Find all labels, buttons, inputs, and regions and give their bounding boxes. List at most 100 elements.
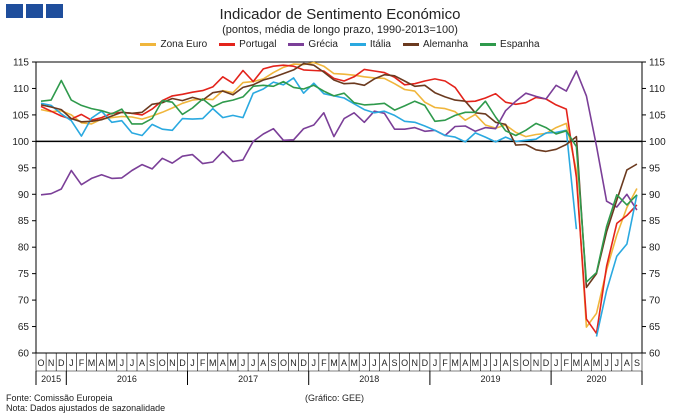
legend-swatch [140, 43, 157, 46]
series-line-espanha [40, 79, 638, 283]
gee-logo [6, 4, 63, 18]
x-month-label: S [149, 358, 155, 368]
source-note: Fonte: Comissão Europeia [6, 393, 113, 403]
x-month-label: A [139, 358, 145, 368]
legend-item: Portugal [219, 39, 276, 50]
y-tick-label-right: 95 [649, 163, 661, 174]
y-tick-label-left: 100 [12, 137, 29, 148]
x-month-label: A [462, 358, 468, 368]
x-month-label: J [615, 358, 620, 368]
y-tick-label-left: 75 [18, 269, 30, 280]
x-month-label: A [503, 358, 509, 368]
x-month-label: M [209, 358, 217, 368]
x-month-label: D [58, 358, 65, 368]
x-month-label: S [634, 358, 640, 368]
y-tick-label-left: 60 [18, 349, 30, 360]
x-year-label: 2015 [41, 374, 61, 384]
legend-label: Espanha [500, 39, 540, 50]
legend-swatch [403, 43, 419, 46]
series-line-alemanha [40, 62, 638, 289]
x-month-label: S [270, 358, 276, 368]
x-month-label: J [130, 358, 135, 368]
x-month-label: A [341, 358, 347, 368]
x-month-label: J [120, 358, 125, 368]
x-month-label: F [321, 358, 327, 368]
y-tick-label-left: 80 [18, 243, 30, 254]
legend-label: Alemanha [423, 39, 469, 50]
x-month-label: D [179, 358, 186, 368]
y-tick-label-right: 115 [649, 58, 665, 69]
x-month-label: N [290, 358, 297, 368]
x-month-label: A [99, 358, 105, 368]
x-month-label: M [108, 358, 116, 368]
y-tick-label-left: 90 [18, 190, 30, 201]
x-month-label: J [362, 358, 367, 368]
legend-swatch [349, 43, 366, 46]
x-month-label: O [280, 358, 287, 368]
legend-label: Grécia [308, 39, 338, 50]
x-month-label: D [543, 358, 550, 368]
legend-label: Portugal [239, 39, 277, 50]
x-month-label: J [312, 358, 317, 368]
x-month-label: J [241, 358, 246, 368]
x-month-label: A [624, 358, 630, 368]
x-year-label: 2016 [117, 374, 137, 384]
x-month-label: J [493, 358, 498, 368]
legend-label: Zona Euro [160, 39, 208, 50]
x-month-label: O [159, 358, 166, 368]
x-month-label: F [564, 358, 570, 368]
x-month-label: F [442, 358, 448, 368]
x-month-label: D [300, 358, 307, 368]
legend-item: Zona Euro [140, 39, 207, 50]
y-tick-label-right: 65 [649, 322, 661, 333]
x-month-label: S [513, 358, 519, 368]
series-line-gr-cia [40, 70, 638, 211]
y-tick-label-left: 95 [18, 163, 30, 174]
y-tick-label-right: 90 [649, 190, 661, 201]
x-month-label: J [372, 358, 377, 368]
x-month-label: A [260, 358, 266, 368]
x-month-label: J [190, 358, 195, 368]
y-tick-label-left: 85 [18, 216, 30, 227]
x-month-label: M [229, 358, 237, 368]
x-month-label: M [593, 358, 601, 368]
x-year-label: 2019 [480, 374, 500, 384]
x-month-label: J [604, 358, 609, 368]
x-month-label: A [220, 358, 226, 368]
series-line-portugal [40, 64, 638, 335]
x-month-label: J [251, 358, 256, 368]
y-tick-label-right: 105 [649, 110, 666, 121]
y-tick-label-right: 80 [649, 243, 661, 254]
y-tick-label-right: 70 [649, 296, 661, 307]
chart-credit: (Gráfico: GEE) [305, 393, 365, 403]
plot-frame [35, 61, 643, 354]
x-month-label: M [330, 358, 338, 368]
logo-block [6, 4, 23, 18]
series-line-zona-euro [40, 61, 638, 328]
x-year-label: 2020 [587, 374, 607, 384]
y-tick-label-right: 60 [649, 349, 661, 360]
x-month-label: S [392, 358, 398, 368]
legend-label: Itália [369, 39, 391, 50]
x-month-label: A [583, 358, 589, 368]
x-month-label: O [522, 358, 529, 368]
chart-subtitle: (pontos, média de longo prazo, 1990-2013… [222, 24, 458, 36]
legend-item: Grécia [288, 39, 338, 50]
x-month-label: J [554, 358, 559, 368]
x-month-label: N [533, 358, 540, 368]
x-month-label: M [451, 358, 459, 368]
y-tick-label-left: 115 [13, 58, 29, 69]
series-line-it-lia [40, 77, 638, 337]
x-month-label: M [350, 358, 358, 368]
x-month-label: N [412, 358, 419, 368]
x-month-label: F [79, 358, 85, 368]
y-tick-label-right: 75 [649, 269, 661, 280]
chart-legend: Zona Euro Portugal Grécia Itália Alemanha Esp… [0, 39, 680, 50]
y-tick-label-left: 70 [18, 296, 30, 307]
legend-swatch [480, 43, 497, 46]
y-tick-label-left: 65 [18, 322, 30, 333]
logo-block [46, 4, 63, 18]
x-month-label: M [472, 358, 480, 368]
x-year-label: 2017 [238, 374, 258, 384]
